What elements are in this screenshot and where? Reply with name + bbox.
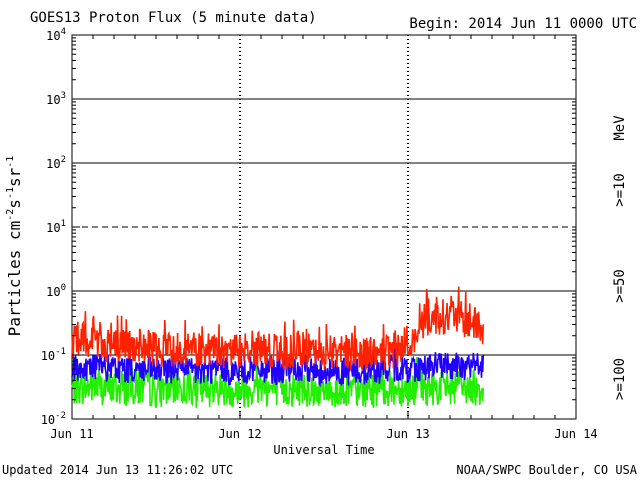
begin-time: Begin: 2014 Jun 11 0000 UTC — [409, 16, 637, 32]
x-tick-label: Jun 14 — [554, 427, 597, 441]
x-tick-label: Jun 13 — [386, 427, 429, 441]
x-axis-label: Universal Time — [273, 443, 374, 457]
series-layer — [71, 286, 485, 409]
legend-entry: >=50 — [612, 269, 628, 303]
y-tick-label: 103 — [46, 91, 66, 107]
legend-label: MeV — [612, 115, 628, 141]
chart-title: GOES13 Proton Flux (5 minute data) — [30, 10, 317, 26]
legend-unit: MeV — [612, 115, 628, 141]
legend: MeV >=10 >=50 >=100 — [612, 115, 628, 400]
y-tick-label: 10-2 — [41, 411, 66, 427]
y-tick-label: 101 — [46, 219, 66, 235]
y-axis-label: Particles cm-2s-1sr-1 — [5, 156, 24, 337]
y-axis-label-text: Particles cm-2s-1sr-1 — [5, 156, 24, 337]
legend-label: >=100 — [612, 358, 628, 400]
x-tick-label: Jun 12 — [218, 427, 261, 441]
y-tick-label: 10-1 — [41, 347, 66, 363]
legend-label: >=10 — [612, 173, 628, 207]
legend-entry: >=10 — [612, 173, 628, 207]
y-tick-label: 104 — [46, 27, 66, 43]
x-tick-label: Jun 11 — [50, 427, 93, 441]
updated-time: Updated 2014 Jun 13 11:26:02 UTC — [2, 463, 233, 477]
data-source: NOAA/SWPC Boulder, CO USA — [456, 463, 637, 477]
y-tick-label: 100 — [46, 283, 66, 299]
series-line — [71, 286, 485, 370]
y-tick-label: 102 — [46, 155, 66, 171]
legend-entry: >=100 — [612, 358, 628, 400]
legend-label: >=50 — [612, 269, 628, 303]
